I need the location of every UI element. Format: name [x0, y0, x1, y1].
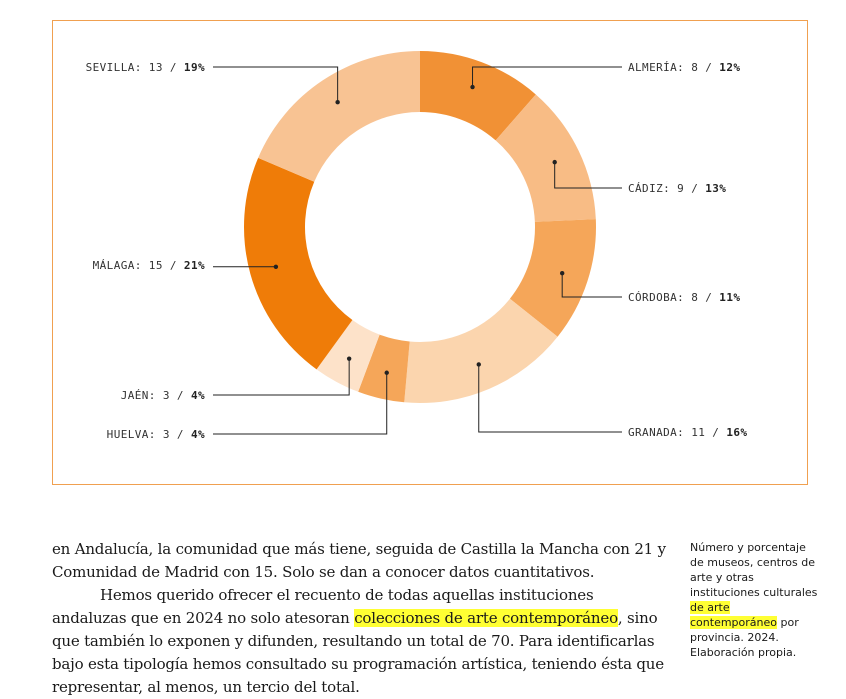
slice-málaga — [244, 157, 353, 370]
data-label: CÓRDOBA: 8 / 11% — [628, 291, 740, 304]
data-label: MÁLAGA: 15 / 21% — [93, 259, 205, 272]
slice-sevilla — [258, 51, 420, 182]
paragraph-1: en Andalucía, la comunidad que más tiene… — [52, 540, 666, 581]
leader-dot — [476, 362, 481, 367]
data-label: SEVILLA: 13 / 19% — [86, 61, 205, 74]
slice-córdoba — [509, 219, 596, 337]
data-label: GRANADA: 11 / 16% — [628, 426, 747, 439]
paragraph-2: Hemos querido ofrecer el recuento de tod… — [52, 584, 672, 699]
slice-granada — [404, 298, 558, 403]
data-label: JAÉN: 3 / 4% — [121, 389, 205, 402]
chart-frame: ALMERÍA: 8 / 12% CÁDIZ: 9 / 13% CÓRDOBA: 8… — [52, 20, 808, 485]
paragraph-2-start: Hemos querido ofrecer el recuento de tod… — [52, 586, 594, 627]
data-label: ALMERÍA: 8 / 12% — [628, 61, 740, 74]
highlighted-phrase: colecciones de arte contemporáneo — [354, 609, 618, 627]
data-label: HUELVA: 3 / 4% — [107, 428, 205, 441]
leader-line — [213, 372, 388, 435]
leader-dot — [273, 264, 279, 269]
slice-almería — [420, 51, 536, 141]
data-label: CÁDIZ: 9 / 13% — [628, 182, 726, 195]
leader-dot — [346, 356, 352, 361]
leader-dot — [335, 100, 340, 105]
leader-dot — [552, 159, 557, 165]
slice-jaén — [316, 320, 380, 392]
leader-dot — [559, 270, 565, 276]
leader-line — [472, 66, 622, 88]
caption-start: Número y porcentaje de museos, centros d… — [690, 541, 818, 599]
chart-caption: Número y porcentaje de museos, centros d… — [690, 540, 818, 660]
paragraph-2-end: , sino que también lo exponen y difunden… — [52, 609, 664, 696]
slice-cádiz — [495, 94, 596, 222]
caption-end: por provincia. 2024. Elaboración propia. — [690, 616, 799, 659]
leader-dot — [384, 370, 389, 375]
leader-dot — [470, 84, 475, 90]
donut-chart: ALMERÍA: 8 / 12% CÁDIZ: 9 / 13% CÓRDOBA: 8… — [86, 51, 747, 441]
caption-highlight: de arte contemporáneo — [690, 601, 777, 629]
leader-line — [478, 364, 622, 433]
body-text: en Andalucía, la comunidad que más tiene… — [52, 538, 672, 699]
leader-line — [561, 273, 622, 298]
leader-line — [213, 66, 339, 103]
leader-line — [554, 162, 622, 189]
slice-huelva — [358, 334, 410, 403]
leader-line — [213, 358, 350, 396]
